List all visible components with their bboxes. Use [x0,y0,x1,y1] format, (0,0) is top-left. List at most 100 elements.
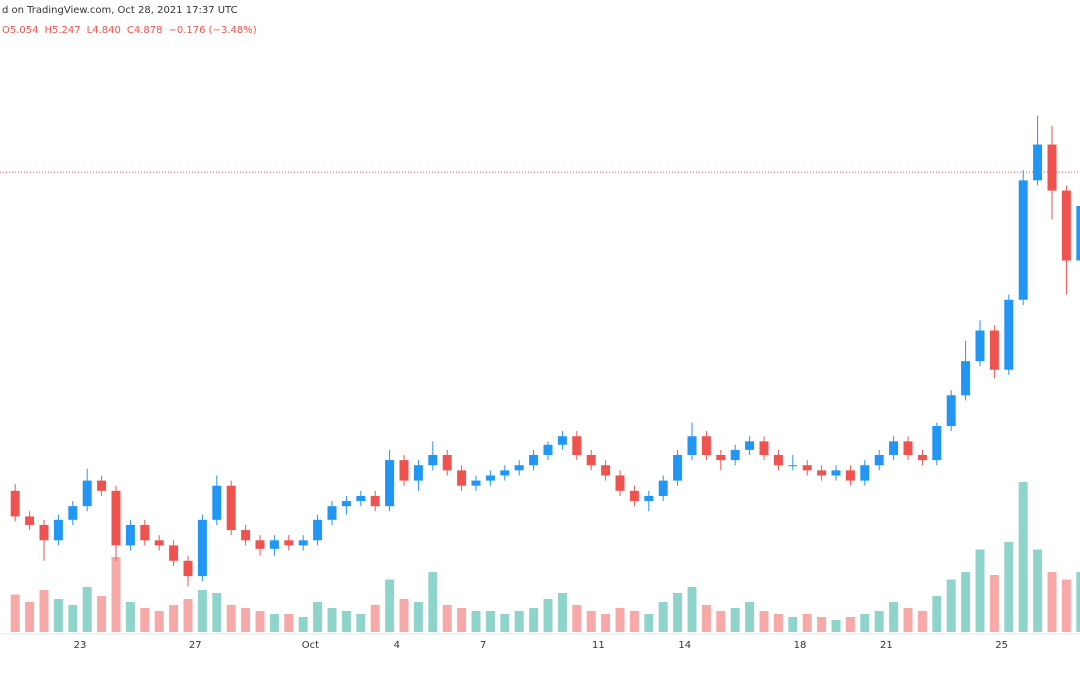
volume-bar [745,602,755,632]
candle-body [687,436,697,455]
volume-bar [313,602,323,632]
volume-bar [673,593,683,632]
volume-bar [457,608,467,632]
volume-bar [932,596,942,632]
volume-bar [269,614,279,632]
x-tick-label: 14 [678,640,691,651]
volume-bar [687,587,697,632]
volume-bar [399,599,409,632]
candle-body [53,519,63,541]
volume-bar [586,611,596,632]
volume-bar [975,549,985,632]
candle-body [370,495,380,507]
ohlc-label: L4.840 [87,25,121,36]
candle-body [889,441,899,455]
volume-bar [10,594,20,632]
volume-bar [385,579,395,632]
volume-bar [413,602,423,632]
candle-body [1076,205,1080,261]
volume-bar [197,590,207,632]
candle-body [745,441,755,450]
candle-body [298,540,308,546]
x-tick-label: 23 [74,640,87,651]
candle-body [485,475,495,481]
volume-bar [442,605,452,632]
x-tick-label: 25 [995,640,1008,651]
volume-bar [428,572,438,632]
volume-bar [111,557,121,632]
volume-bar [845,617,855,632]
volume-bar [1076,572,1080,632]
candle-body [615,475,625,491]
volume-bar [1033,549,1043,632]
volume-bar [341,611,351,632]
candle-body [874,455,884,466]
volume-bar [485,611,495,632]
candle-body [212,485,222,520]
volume-bar [1018,482,1028,632]
candle-body [946,395,956,426]
volume-bar [356,614,366,632]
candle-body [269,540,279,549]
candle-body [111,490,121,546]
candle-body [457,470,467,486]
volume-bar [946,579,956,632]
candle-body [1004,299,1014,370]
candle-body [1018,180,1028,300]
volume-bar [831,620,841,632]
volume-bar [802,614,812,632]
volume-bar [255,611,265,632]
candle-body [97,480,107,491]
candle-body [25,516,35,525]
volume-bar [97,596,107,632]
volume-bar [68,605,78,632]
volume-bar [644,614,654,632]
candle-body [572,436,582,455]
volume-bar [327,608,337,632]
candle-body [961,361,971,396]
candle-body [629,490,639,502]
volume-bar [1004,542,1014,632]
candle-body [1033,144,1043,181]
volume-bar [788,617,798,632]
candle-body [385,460,395,507]
ohlc-label: O5.054 [2,25,39,36]
candle-body [125,524,135,546]
volume-bar [140,608,150,632]
candle-body [773,455,783,466]
candle-body [845,470,855,481]
candle-body [788,465,798,467]
volume-bar [169,605,179,632]
candle-body [471,480,481,486]
candle-body [529,455,539,466]
candle-body [989,330,999,370]
candle-body [255,540,265,549]
candle-body [197,519,207,577]
volume-bar [1061,579,1071,632]
candle-body [399,460,409,481]
volume-bar [601,614,611,632]
candle-body [428,455,438,466]
x-tick-label: 11 [592,640,605,651]
x-tick-label: 27 [189,640,202,651]
candle-body [500,470,510,476]
volume-bar [125,602,135,632]
volume-bar [284,614,294,632]
candle-body [730,449,740,461]
candle-body [226,485,236,531]
volume-bar [298,617,308,632]
volume-bar [529,608,539,632]
volume-bar [241,608,251,632]
candle-body [140,524,150,541]
candle-body [514,465,524,471]
volume-bar [557,593,567,632]
candle-body [673,455,683,481]
volume-bar [370,605,380,632]
candle-body [1061,190,1071,261]
volume-bar [903,608,913,632]
ohlc-label: C4.878 [127,25,163,36]
volume-bar [53,599,63,632]
